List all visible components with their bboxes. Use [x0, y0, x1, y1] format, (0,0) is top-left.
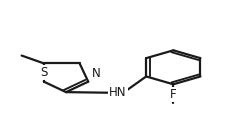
- Text: S: S: [40, 66, 48, 79]
- Text: N: N: [92, 67, 101, 80]
- Text: F: F: [170, 88, 177, 101]
- Text: HN: HN: [109, 86, 126, 99]
